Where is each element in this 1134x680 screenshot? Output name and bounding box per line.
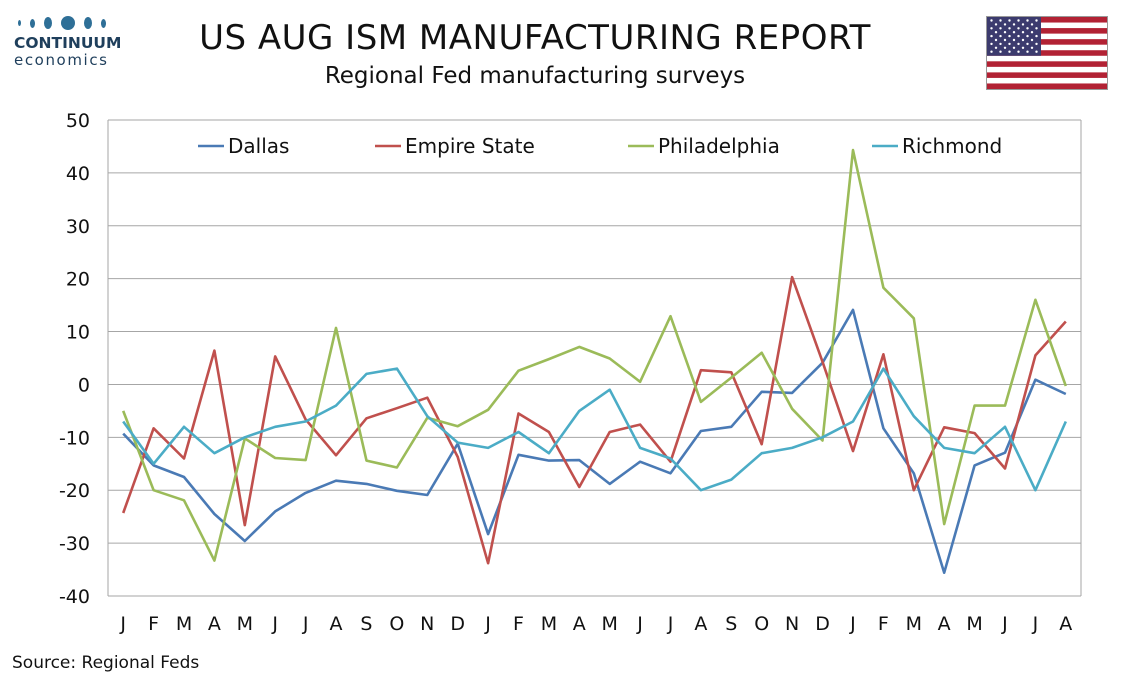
- legend-label: Dallas: [228, 134, 289, 158]
- x-tick-label: D: [815, 613, 830, 635]
- x-tick-label: A: [330, 613, 343, 635]
- x-tick-label: J: [302, 613, 309, 635]
- logo-dots-icon: [18, 14, 144, 32]
- legend-label: Empire State: [405, 134, 535, 158]
- y-tick-label: 40: [66, 163, 90, 185]
- y-tick-label: 0: [78, 374, 90, 396]
- legend-label: Philadelphia: [658, 134, 780, 158]
- y-tick-label: 10: [66, 322, 90, 344]
- series-line-philadelphia: [121, 148, 1068, 562]
- y-tick-label: 30: [66, 216, 90, 238]
- page-title: US AUG ISM MANUFACTURING REPORT: [199, 18, 871, 58]
- x-tick-label: M: [541, 613, 557, 635]
- legend-label: Richmond: [902, 134, 1002, 158]
- x-tick-label: J: [667, 613, 674, 635]
- x-tick-label: J: [271, 613, 278, 635]
- x-tick-label: N: [785, 613, 799, 635]
- x-tick-label: D: [450, 613, 465, 635]
- x-tick-label: A: [938, 613, 951, 635]
- series-line-dallas: [122, 308, 1067, 575]
- series-line-richmond: [122, 367, 1067, 492]
- x-tick-label: J: [484, 613, 491, 635]
- x-tick-label: A: [694, 613, 707, 635]
- x-tick-label: S: [725, 613, 737, 635]
- x-tick-label: J: [636, 613, 643, 635]
- y-tick-label: -40: [59, 586, 90, 608]
- y-tick-label: 20: [66, 269, 90, 291]
- x-tick-label: J: [119, 613, 126, 635]
- series-lines: [121, 148, 1068, 575]
- y-tick-label: -10: [59, 427, 90, 449]
- y-axis-ticks: 50 40 30 20 10 0 -10 -20 -30 -40: [59, 110, 90, 608]
- y-tick-label: -20: [59, 480, 90, 502]
- x-tick-label: N: [420, 613, 434, 635]
- x-tick-label: M: [237, 613, 253, 635]
- grid-lines: [107, 119, 1082, 597]
- y-tick-label: 50: [66, 110, 90, 132]
- us-flag-icon: [986, 16, 1108, 90]
- x-tick-label: F: [513, 613, 524, 635]
- company-logo: CONTINUUM economics: [14, 14, 144, 69]
- x-tick-label: F: [148, 613, 159, 635]
- x-tick-label: M: [176, 613, 192, 635]
- x-tick-label: F: [878, 613, 889, 635]
- logo-subtitle: economics: [14, 51, 109, 69]
- x-tick-label: J: [1032, 613, 1039, 635]
- source-note: Source: Regional Feds: [12, 653, 200, 673]
- x-tick-label: O: [389, 613, 404, 635]
- x-tick-label: A: [573, 613, 586, 635]
- x-tick-label: O: [754, 613, 769, 635]
- logo-name: CONTINUUM: [14, 34, 122, 52]
- x-tick-label: M: [602, 613, 618, 635]
- legend: Dallas Empire State Philadelphia Richmond: [198, 134, 1002, 158]
- page-subtitle: Regional Fed manufacturing surveys: [324, 63, 746, 89]
- x-tick-label: J: [849, 613, 856, 635]
- x-tick-label: M: [906, 613, 922, 635]
- x-tick-label: J: [1001, 613, 1008, 635]
- x-tick-label: A: [208, 613, 221, 635]
- y-tick-label: -30: [59, 533, 90, 555]
- series-line-empire-state: [121, 275, 1067, 565]
- x-tick-label: A: [1059, 613, 1072, 635]
- x-tick-label: S: [360, 613, 372, 635]
- x-tick-label: M: [966, 613, 982, 635]
